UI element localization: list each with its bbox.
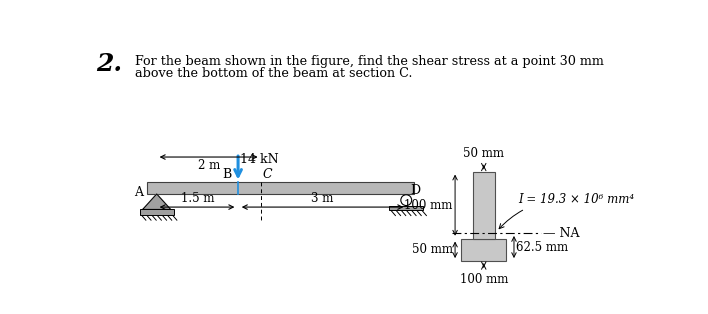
- Text: D: D: [410, 184, 421, 197]
- Text: 100 mm: 100 mm: [404, 199, 452, 212]
- Text: A: A: [134, 186, 143, 198]
- Bar: [139, 209, 173, 215]
- Bar: [147, 182, 414, 194]
- Text: 2 m: 2 m: [198, 159, 219, 172]
- Text: 50 mm: 50 mm: [412, 243, 452, 256]
- Text: C: C: [263, 168, 273, 181]
- Text: 2.: 2.: [96, 51, 122, 76]
- Bar: [472, 172, 495, 239]
- Circle shape: [401, 195, 411, 206]
- Text: 100 mm: 100 mm: [459, 273, 508, 285]
- Polygon shape: [143, 194, 171, 209]
- Text: 3 m: 3 m: [311, 192, 333, 205]
- Text: 62.5 mm: 62.5 mm: [516, 241, 569, 253]
- Text: above the bottom of the beam at section C.: above the bottom of the beam at section …: [135, 67, 413, 80]
- Text: — NA: — NA: [544, 227, 580, 240]
- Text: 50 mm: 50 mm: [463, 147, 504, 160]
- Text: I = 19.3 × 10⁶ mm⁴: I = 19.3 × 10⁶ mm⁴: [499, 193, 634, 229]
- Text: For the beam shown in the figure, find the shear stress at a point 30 mm: For the beam shown in the figure, find t…: [135, 55, 604, 68]
- Text: 14 kN: 14 kN: [241, 153, 279, 166]
- Text: B: B: [222, 168, 231, 181]
- Bar: [389, 206, 423, 210]
- Text: 1.5 m: 1.5 m: [181, 192, 214, 205]
- Bar: [462, 239, 506, 261]
